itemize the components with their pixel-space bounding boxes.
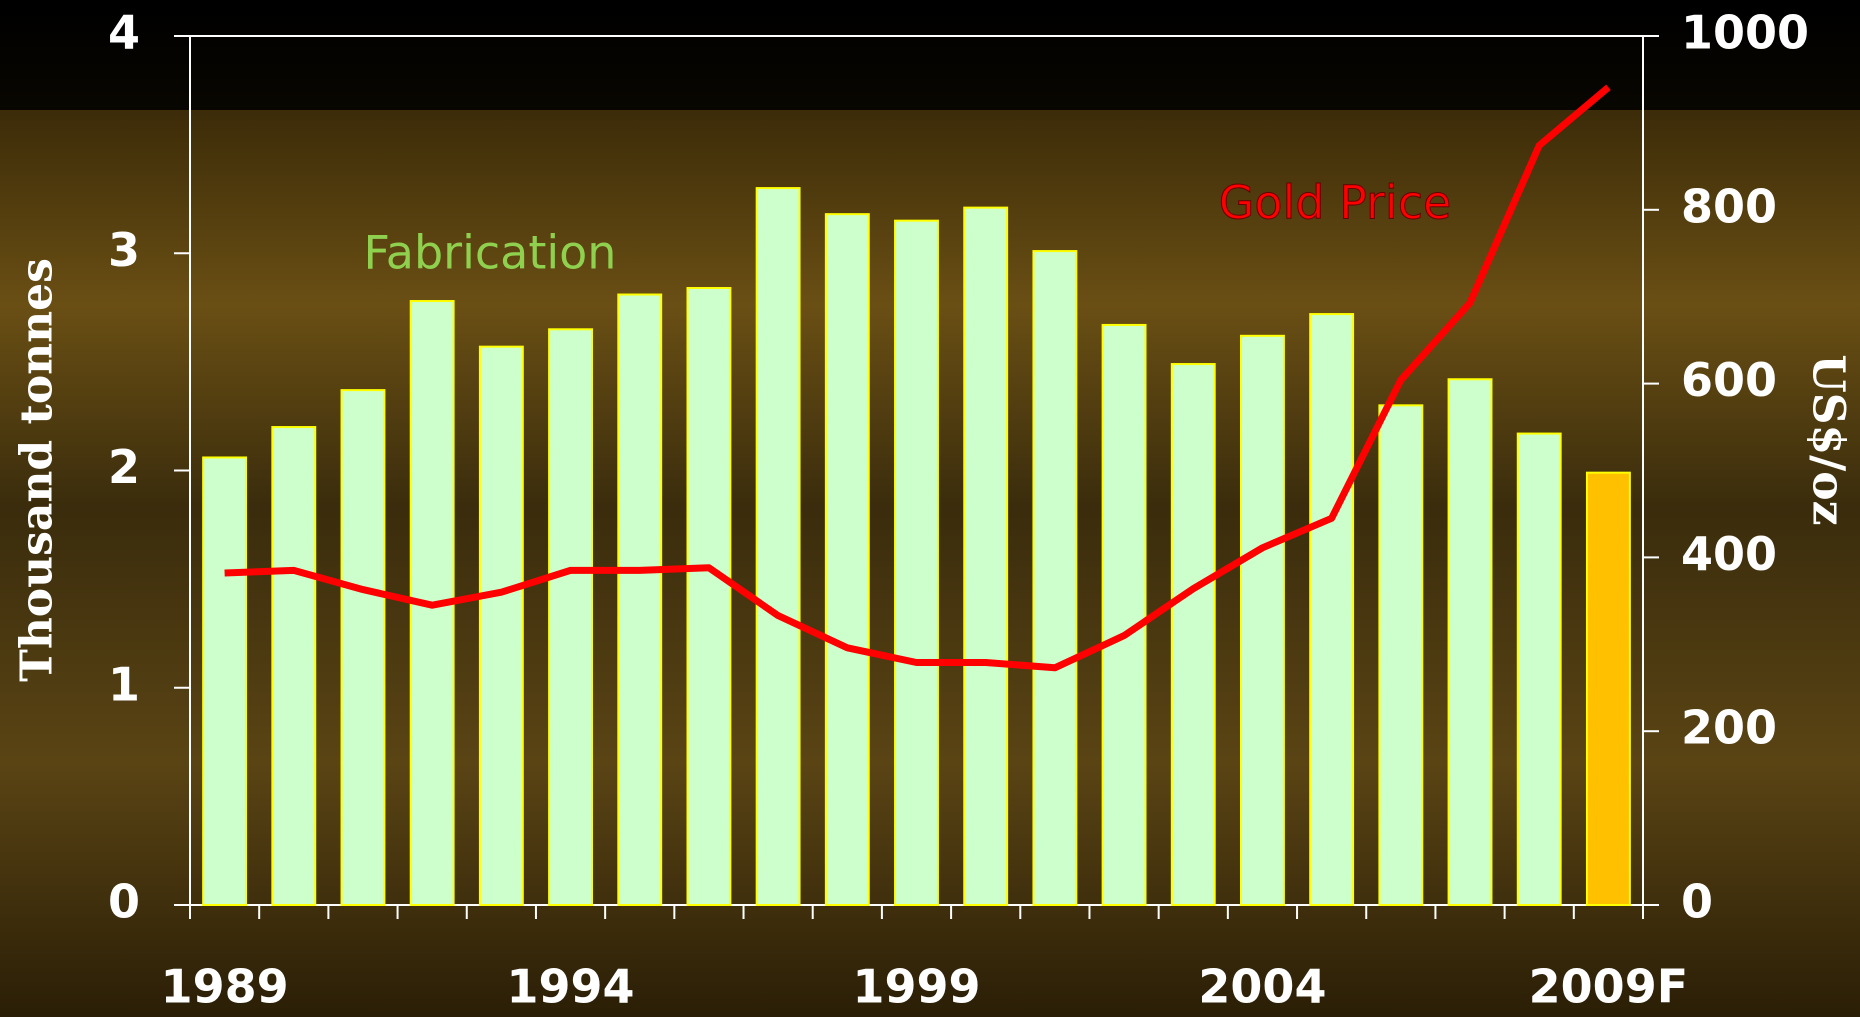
bar [1103,325,1146,905]
bar [895,221,938,905]
bar [687,288,730,905]
y-tick-label: 2 [108,440,140,494]
x-tick-label: 2009F [1529,960,1688,1014]
bar [1310,314,1353,905]
y-tick-label: 4 [108,6,140,60]
page: 0 1 2 3 4 0 200 400 600 800 1000 1989 1994 1999 2004 20… [0,0,1860,1017]
y2-tick-label: 0 [1681,875,1713,929]
bar [1033,251,1076,905]
bar [1379,405,1422,905]
bar [480,347,523,905]
y-tick-label: 0 [108,875,140,929]
x-tick-label: 2004 [1198,960,1326,1014]
series-label: Fabrication [364,226,617,280]
background-top [0,0,1860,110]
bar [826,214,869,905]
bar [618,295,661,905]
bar [964,208,1007,905]
chart: 0 1 2 3 4 0 200 400 600 800 1000 1989 1994 1999 2004 20… [0,0,1860,1017]
y2-tick-label: 200 [1681,701,1777,755]
bar [1241,336,1284,905]
bar [342,390,385,905]
y-axis-label: Thousand tonnes [12,258,63,682]
x-tick-label: 1989 [161,960,289,1014]
bar [1518,434,1561,905]
bar [1587,473,1630,905]
bar [272,427,315,905]
y2-tick-label: 400 [1681,527,1777,581]
y-tick-label: 1 [108,657,140,711]
series-label: Gold Price [1219,176,1452,230]
bar [1449,379,1492,905]
y-tick-label: 3 [108,223,140,277]
bar [203,457,246,905]
y2-tick-label: 1000 [1681,6,1809,60]
bar [757,188,800,905]
bar [1172,364,1215,905]
y2-axis-label: US$/oz [1803,354,1854,525]
y2-tick-label: 800 [1681,179,1777,233]
x-tick-label: 1994 [507,960,635,1014]
x-tick-label: 1999 [852,960,980,1014]
bar [549,329,592,905]
y2-tick-label: 600 [1681,353,1777,407]
